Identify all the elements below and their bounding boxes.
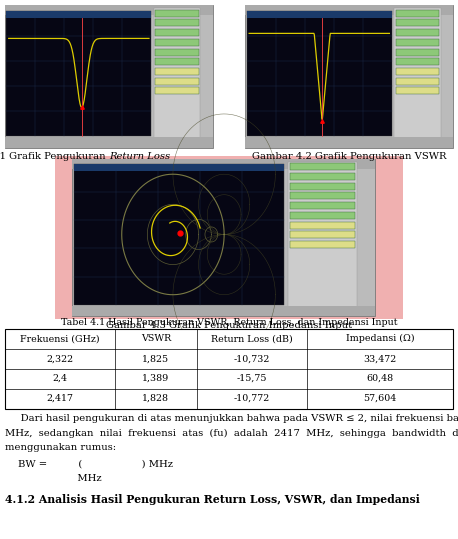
Bar (72, 159, 375, 316)
Bar (290, 183, 354, 190)
Bar (74, 164, 284, 305)
Text: Dari hasil pengukuran di atas menunjukkan bahwa pada VSWR ≤ 2, nilai frekuensi b: Dari hasil pengukuran di atas menunjukka… (5, 414, 458, 423)
Bar (5, 329, 453, 409)
Text: Frekuensi (GHz): Frekuensi (GHz) (20, 334, 99, 343)
Text: -10,732: -10,732 (234, 354, 270, 363)
Bar (289, 162, 356, 314)
Text: 1,825: 1,825 (142, 354, 169, 363)
Text: 33,472: 33,472 (364, 354, 397, 363)
Text: 2,4: 2,4 (52, 374, 67, 383)
Text: Return Loss: Return Loss (109, 152, 170, 161)
Text: -10,772: -10,772 (234, 394, 270, 403)
Bar (290, 212, 354, 219)
Bar (396, 29, 439, 36)
Bar (155, 49, 199, 56)
Bar (153, 8, 201, 146)
Text: -15,75: -15,75 (237, 374, 267, 383)
Text: Tabel 4.1 Hasil Pengukuran VSWR, Return Loss, dan Impedansi Input: Tabel 4.1 Hasil Pengukuran VSWR, Return … (61, 317, 397, 327)
Bar (155, 78, 199, 85)
Bar (155, 39, 199, 46)
Bar (396, 49, 439, 56)
Bar (55, 156, 403, 319)
Text: menggunakan rumus:: menggunakan rumus: (5, 443, 116, 452)
Bar (396, 19, 439, 26)
Text: 4.1.2 Analisis Hasil Pengukuran Return Loss, VSWR, dan Impedansi: 4.1.2 Analisis Hasil Pengukuran Return L… (5, 494, 420, 505)
Bar (155, 10, 199, 17)
Text: 60,48: 60,48 (366, 374, 394, 383)
Text: MHz,  sedangkan  nilai  frekuensi  atas  (fu)  adalah  2417  MHz,  sehingga  ban: MHz, sedangkan nilai frekuensi atas (fu)… (5, 429, 458, 438)
Bar (396, 39, 439, 46)
Bar (72, 306, 375, 316)
Bar (245, 5, 453, 15)
Bar (396, 10, 439, 17)
Bar (5, 5, 213, 148)
Bar (6, 11, 151, 136)
Text: 2,322: 2,322 (46, 354, 73, 363)
Bar (290, 163, 354, 170)
Text: MHz: MHz (18, 474, 102, 483)
Text: BW =          (                   ) MHz: BW = ( ) MHz (18, 460, 173, 469)
Bar (245, 137, 453, 148)
Bar (290, 173, 354, 180)
Bar (290, 231, 354, 238)
Bar (5, 5, 213, 15)
Text: 57,604: 57,604 (364, 394, 397, 403)
Bar (155, 68, 199, 75)
Bar (290, 241, 354, 248)
Bar (155, 19, 199, 26)
Bar (396, 58, 439, 65)
Bar (5, 137, 213, 148)
Text: 2,417: 2,417 (46, 394, 73, 403)
Bar (290, 202, 354, 209)
Bar (247, 11, 392, 18)
Bar (290, 192, 354, 199)
Bar (155, 29, 199, 36)
Text: 1,828: 1,828 (142, 394, 169, 403)
Text: Gambar 4.3 Grafik Pengukuran Impedansi Input: Gambar 4.3 Grafik Pengukuran Impedansi I… (106, 321, 352, 330)
Text: Return Loss (dB): Return Loss (dB) (211, 334, 293, 343)
Bar (155, 58, 199, 65)
Bar (6, 11, 151, 18)
Bar (155, 87, 199, 94)
Bar (74, 164, 284, 171)
Text: Gambar 4.2 Grafik Pengukuran VSWR: Gambar 4.2 Grafik Pengukuran VSWR (252, 152, 447, 161)
Bar (247, 11, 392, 136)
Bar (396, 87, 439, 94)
Bar (72, 159, 375, 169)
Text: VSWR: VSWR (141, 334, 171, 343)
Bar (396, 78, 439, 85)
Bar (396, 68, 439, 75)
Bar (245, 5, 453, 148)
Text: Impedansi (Ω): Impedansi (Ω) (346, 334, 414, 343)
Text: 1,389: 1,389 (142, 374, 169, 383)
Bar (394, 8, 441, 146)
Bar (290, 222, 354, 229)
Text: Gambar 4.1 Grafik Pengukuran: Gambar 4.1 Grafik Pengukuran (0, 152, 109, 161)
